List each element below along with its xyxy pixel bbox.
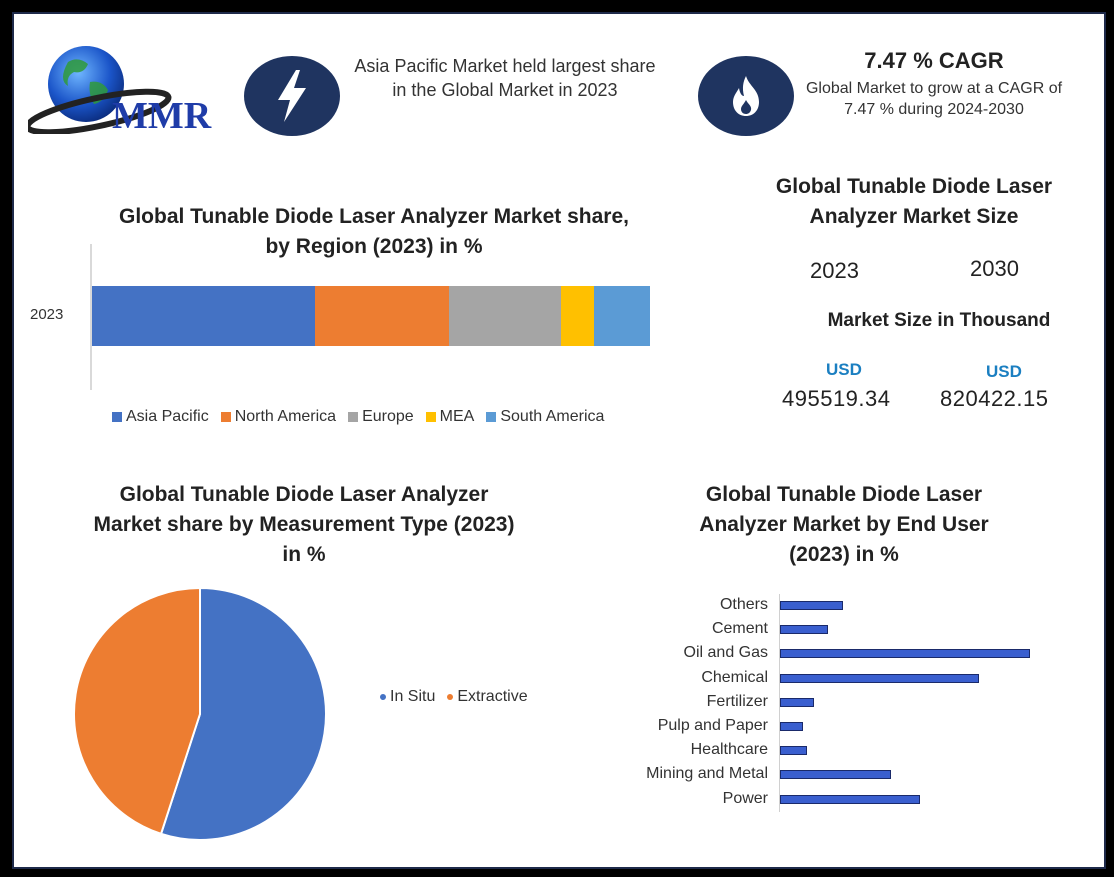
legend-swatch <box>447 694 454 700</box>
market-value-2030: 820422.15 <box>940 386 1049 411</box>
end-user-bar-cement <box>780 625 828 635</box>
end-user-chart-title: Global Tunable Diode Laser Analyzer Mark… <box>699 483 989 566</box>
legend-item: Europe <box>348 408 414 426</box>
year-2030: 2030 <box>970 256 1019 281</box>
usd-label-2030: USD <box>986 362 1022 381</box>
region-segment-asia-pacific <box>92 286 316 346</box>
measurement-legend: In Situ Extractive <box>380 688 540 706</box>
cagr-title: 7.47 % CAGR <box>864 48 1004 73</box>
end-user-bar-others <box>780 601 843 610</box>
legend-label: Asia Pacific <box>126 408 209 425</box>
end-user-bar-chart <box>14 14 15 15</box>
legend-swatch <box>425 412 436 422</box>
end-user-label: Fertilizer <box>706 692 768 710</box>
market-value-2023: 495519.34 <box>782 386 891 411</box>
market-size-subtitle: Market Size in Thousand <box>827 310 1051 331</box>
lightning-icon-badge <box>244 56 340 136</box>
flame-icon <box>733 76 759 116</box>
legend-label: MEA <box>439 408 475 425</box>
year-2023: 2023 <box>810 258 859 283</box>
legend-swatch <box>486 412 497 422</box>
cagr-block: 7.47 % CAGR Global Market to grow at a C… <box>804 48 1064 120</box>
end-user-bar-power <box>780 794 920 804</box>
region-legend: Asia Pacific North America Europe MEA South … <box>112 408 616 426</box>
legend-item: MEA <box>425 408 475 426</box>
legend-swatch <box>112 412 122 422</box>
end-user-bar-fertilizer <box>780 697 815 707</box>
cagr-text: Global Market to grow at a CAGR of 7.47 … <box>805 80 1063 118</box>
region-segment-south-america <box>594 286 650 346</box>
legend-item: South America <box>486 408 604 426</box>
market-size-title: Global Tunable Diode Laser Analyzer Mark… <box>775 175 1053 228</box>
legend-item: In Situ <box>380 688 435 706</box>
region-segment-europe <box>449 286 561 346</box>
usd-label-2023: USD <box>826 360 862 379</box>
infographic-frame: MMR Asia Pacific Market held largest sha… <box>12 12 1106 869</box>
globe-logo-icon: MMR <box>24 46 212 137</box>
region-note: Asia Pacific Market held largest share i… <box>354 56 656 100</box>
region-segment-mea <box>560 286 595 346</box>
legend-label: In Situ <box>390 688 436 705</box>
pie-slice-in-situ <box>159 586 327 841</box>
legend-item: Asia Pacific <box>112 408 209 426</box>
region-chart-axis <box>90 244 92 390</box>
legend-swatch <box>348 412 359 422</box>
end-user-bar-mining-and-metal <box>780 770 892 780</box>
end-user-label: Oil and Gas <box>683 644 768 662</box>
measurement-chart-title: Global Tunable Diode Laser Analyzer Mark… <box>93 483 515 566</box>
legend-label: South America <box>500 408 605 425</box>
mmr-logo: MMR <box>24 42 238 137</box>
end-user-label: Chemical <box>701 668 768 686</box>
region-category-label: 2023 <box>30 306 64 323</box>
end-user-axis <box>779 594 780 812</box>
end-user-bar-pulp-and-paper <box>780 722 803 731</box>
region-stacked-bar <box>92 286 650 346</box>
logo-text: MMR <box>112 95 212 134</box>
pie-slice-extractive <box>73 586 201 836</box>
end-user-bar-oil-and-gas <box>780 649 1030 659</box>
flame-icon-badge <box>698 56 794 136</box>
region-segment-north-america <box>315 286 450 346</box>
legend-label: Extractive <box>457 688 528 705</box>
legend-item: North America <box>220 408 337 426</box>
end-user-bar-healthcare <box>780 746 808 756</box>
legend-item: Extractive <box>447 688 528 706</box>
end-user-bar-chemical <box>780 673 979 683</box>
region-chart-title: Global Tunable Diode Laser Analyzer Mark… <box>119 205 629 258</box>
end-user-label: Mining and Metal <box>646 765 768 783</box>
legend-swatch <box>380 694 386 700</box>
end-user-label: Healthcare <box>690 741 768 759</box>
end-user-label: Pulp and Paper <box>657 717 768 734</box>
end-user-label: Power <box>722 789 768 807</box>
legend-label: North America <box>234 408 337 425</box>
end-user-label: Cement <box>711 620 768 638</box>
end-user-label: Others <box>719 596 768 613</box>
lightning-bolt-icon <box>278 70 306 122</box>
legend-swatch <box>220 412 231 422</box>
measurement-pie-chart <box>73 586 327 841</box>
legend-label: Europe <box>362 408 414 425</box>
